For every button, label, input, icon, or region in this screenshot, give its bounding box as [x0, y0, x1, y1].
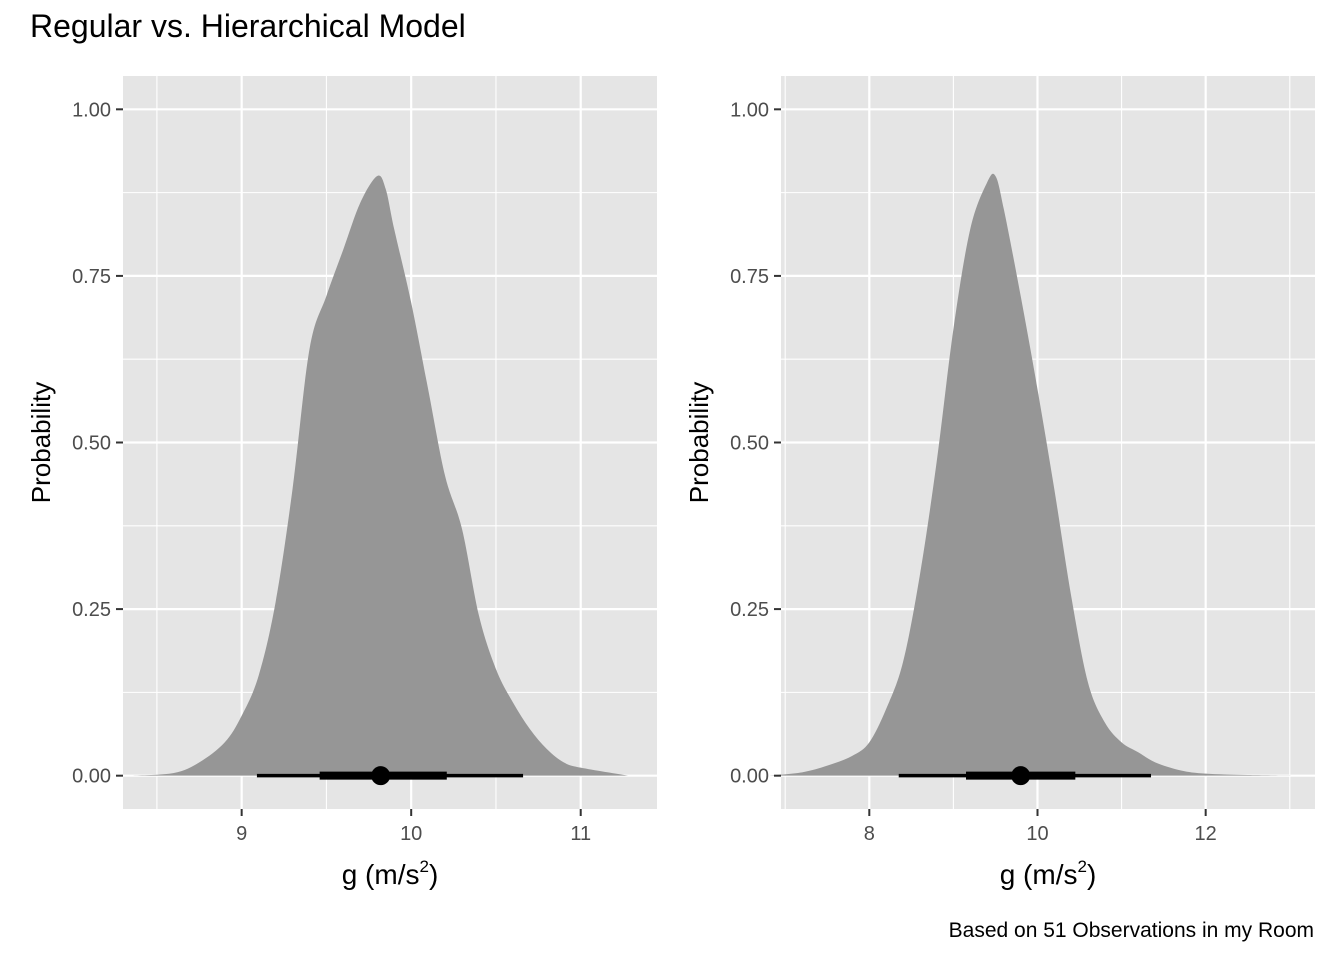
- y-tick-label: 1.00: [730, 99, 769, 121]
- x-tick-label: 10: [400, 823, 422, 845]
- x-tick-label: 11: [570, 823, 591, 845]
- y-tick-label: 0.50: [72, 433, 111, 455]
- density-area: [131, 175, 629, 776]
- x-tick-label: 10: [1026, 823, 1048, 845]
- density-area: [768, 173, 1307, 776]
- y-tick-label: 0.75: [730, 266, 769, 288]
- point-estimate: [371, 766, 391, 786]
- y-tick-label: 0.50: [730, 433, 769, 455]
- panel-2: 0.00 0.25 0.50 0.75 1.00 8 10 12 g (m/s2) Probabi…: [684, 76, 1315, 890]
- chart-caption: Based on 51 Observations in my Room: [948, 919, 1314, 942]
- x-axis-label: g (m/s2): [342, 857, 439, 890]
- y-tick-label: 0.00: [730, 766, 769, 788]
- panel-1: 0.00 0.25 0.50 0.75 1.00 9 10 11 g (m/s2) Probabi…: [26, 76, 657, 890]
- x-tick-label: 9: [236, 823, 247, 845]
- y-axis-label: Probability: [26, 382, 56, 503]
- chart-title: Regular vs. Hierarchical Model: [30, 8, 466, 44]
- y-tick-label: 0.75: [72, 266, 111, 288]
- y-tick-label: 1.00: [72, 99, 111, 121]
- y-tick-label: 0.00: [72, 766, 111, 788]
- point-estimate: [1011, 766, 1031, 786]
- x-tick-label: 8: [864, 823, 875, 845]
- y-axis-label: Probability: [684, 382, 714, 503]
- x-axis-label: g (m/s2): [1000, 857, 1097, 890]
- y-tick-label: 0.25: [72, 599, 111, 621]
- y-tick-label: 0.25: [730, 599, 769, 621]
- x-tick-label: 12: [1195, 823, 1217, 845]
